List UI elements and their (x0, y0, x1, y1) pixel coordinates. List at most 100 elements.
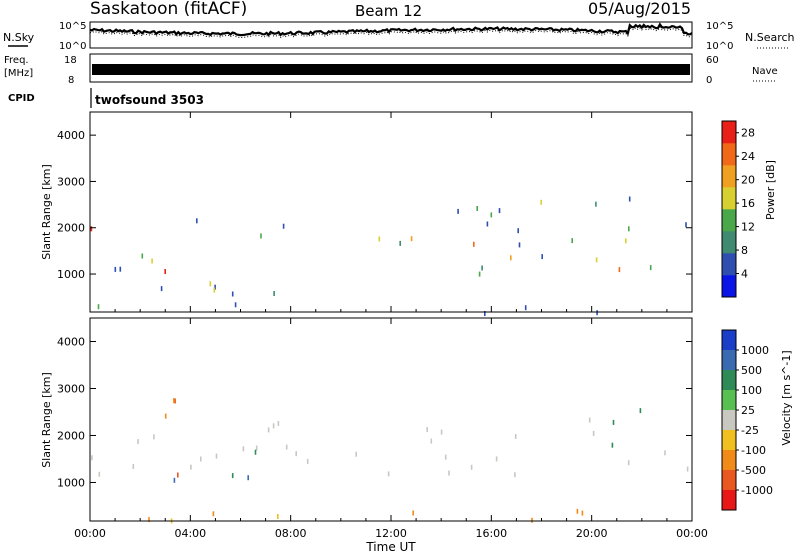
velocity-cell (588, 417, 591, 423)
velocity-cell (355, 451, 357, 457)
power-cell (595, 257, 598, 263)
power-cell (97, 304, 100, 310)
power-cell (273, 291, 275, 296)
power-cell (618, 267, 621, 273)
power-colorbar-tick-label: 16 (741, 197, 755, 210)
velocity-cell (627, 460, 630, 466)
velocity-cell (514, 472, 516, 478)
power-scatter (90, 196, 687, 316)
power-cell (518, 242, 521, 248)
freq-tick-low: 8 (68, 75, 74, 86)
time-tick-label: 04:00 (174, 527, 206, 540)
velocity-cell (215, 453, 218, 459)
power-cell (90, 226, 93, 232)
freq-unit-label: [MHz] (4, 68, 33, 79)
freq-label: Freq. (4, 55, 29, 66)
velocity-cell (686, 466, 689, 472)
power-cell (410, 236, 413, 242)
velocity-cell (277, 514, 279, 519)
power-cell (625, 238, 627, 244)
power-cell (282, 223, 285, 229)
velocity-cell (531, 517, 533, 523)
time-tick-label: 00:00 (74, 527, 106, 540)
velocity-colorbar-tick-label: -500 (741, 464, 766, 477)
power-cell (114, 266, 117, 272)
power-cell (151, 258, 153, 264)
power-colorbar-segment (722, 165, 736, 188)
power-cell (540, 199, 542, 205)
power-cell (595, 201, 597, 207)
noise-panel: N.Sky 10^5 10^0 10^5 10^0 N.Search (3, 21, 795, 52)
velocity-cell (611, 442, 614, 448)
power-cell (164, 269, 166, 274)
power-cell (473, 241, 475, 247)
time-tick-label: 08:00 (275, 527, 307, 540)
velocity-colorbar-tick-label: -100 (741, 444, 766, 457)
velocity-cell (285, 444, 288, 450)
nave-label: Nave (752, 66, 778, 77)
velocity-ytick-label: 3000 (57, 382, 85, 395)
power-cell (378, 236, 381, 242)
power-cell (517, 228, 519, 234)
velocity-cell (412, 510, 414, 516)
time-tick-label: 16:00 (475, 527, 507, 540)
velocity-cell (272, 423, 275, 429)
velocity-cell (200, 456, 202, 462)
power-ytick-label: 1000 (57, 268, 85, 281)
velocity-cell (254, 449, 257, 455)
power-cell (541, 254, 543, 260)
power-cell (484, 311, 486, 316)
velocity-cell (153, 434, 155, 440)
velocity-cell (255, 445, 258, 451)
velocity-cell (448, 470, 450, 476)
velocity-colorbar-tick-label: -25 (741, 424, 759, 437)
velocity-cell (98, 471, 101, 477)
power-cell (498, 208, 501, 214)
nsky-label: N.Sky (3, 31, 35, 44)
velocity-cell (267, 427, 270, 433)
velocity-cell (514, 434, 517, 439)
velocity-cell (612, 419, 615, 425)
nave-tick-low: 0 (706, 75, 712, 86)
velocity-cell (430, 438, 433, 444)
power-colorbar-tick-label: 28 (741, 127, 755, 140)
velocity-colorbar-frame (721, 329, 737, 511)
power-cell (119, 266, 122, 272)
noise-sky-trace (89, 22, 693, 37)
velocity-cell (132, 464, 135, 469)
noise-tick-low-left: 10^0 (59, 41, 86, 52)
velocity-cell (426, 427, 428, 433)
power-cell (399, 240, 401, 246)
nsearch-label: N.Search (745, 31, 795, 44)
power-cell (260, 233, 262, 239)
velocity-cell (173, 477, 176, 483)
time-axis: 00:00 04:00 08:00 12:00 16:00 20:00 00:00 (74, 112, 708, 540)
power-cell (685, 222, 687, 228)
power-colorbar-segment (722, 253, 736, 276)
velocity-cell (581, 510, 584, 516)
power-ytick-label: 2000 (57, 222, 85, 235)
cpid-label: CPID (8, 93, 35, 104)
power-cell (209, 281, 212, 287)
power-cell (490, 212, 493, 218)
power-cell (476, 206, 478, 211)
power-cell (213, 287, 216, 293)
power-ytick-label: 4000 (57, 129, 85, 142)
velocity-colorbar-segment (722, 330, 736, 351)
station-title: Saskatoon (fitACF) (90, 0, 247, 19)
power-frame (89, 111, 693, 313)
power-cell (234, 302, 237, 308)
velocity-cell (231, 473, 234, 479)
velocity-frame (89, 317, 693, 522)
power-colorbar-tick-label: 12 (741, 221, 755, 234)
power-colorbar-frame (721, 120, 737, 298)
freq-panel: Freq. [MHz] 18 8 60 0 Nave (4, 53, 778, 86)
power-colorbar-tick-label: 24 (741, 150, 755, 163)
noise-tick-high-right: 10^5 (706, 21, 733, 32)
power-cell (596, 310, 598, 316)
power-cell (481, 265, 483, 271)
velocity-colorbar-tick-label: 25 (741, 404, 755, 417)
cpid-value: twofsound 3503 (95, 93, 204, 107)
velocity-cell (444, 454, 447, 460)
